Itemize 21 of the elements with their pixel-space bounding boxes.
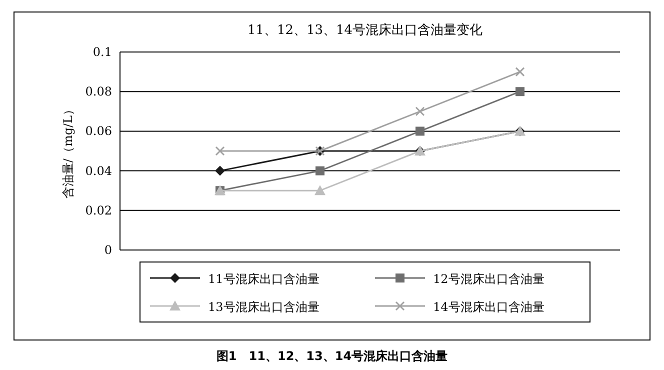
point <box>215 146 225 156</box>
caption: 图1 11、12、13、14号混床出口含油量 <box>216 349 448 363</box>
point <box>314 185 326 196</box>
legend-label: 14号混床出口含油量 <box>433 300 544 314</box>
point <box>415 106 425 116</box>
y-tick-label: 0.1 <box>92 45 112 59</box>
point <box>215 166 225 176</box>
y-tick-label: 0.04 <box>85 164 112 178</box>
point <box>316 166 324 176</box>
y-tick-label: 0 <box>104 243 112 257</box>
legend-label: 13号混床出口含油量 <box>208 300 320 314</box>
y-tick-label: 0.08 <box>85 84 112 99</box>
y-tick-label: 0.02 <box>85 203 112 218</box>
y-axis-title: 含油量/（mg/L） <box>61 103 75 199</box>
point <box>515 67 525 77</box>
point <box>416 126 424 136</box>
chart-title: 11、12、13、14号混床出口含油量变化 <box>247 23 483 38</box>
y-tick-label: 0.06 <box>85 124 112 138</box>
legend-label: 11号混床出口含油量 <box>208 272 320 286</box>
point <box>516 87 524 96</box>
legend-label: 12号混床出口含油量 <box>433 272 544 286</box>
